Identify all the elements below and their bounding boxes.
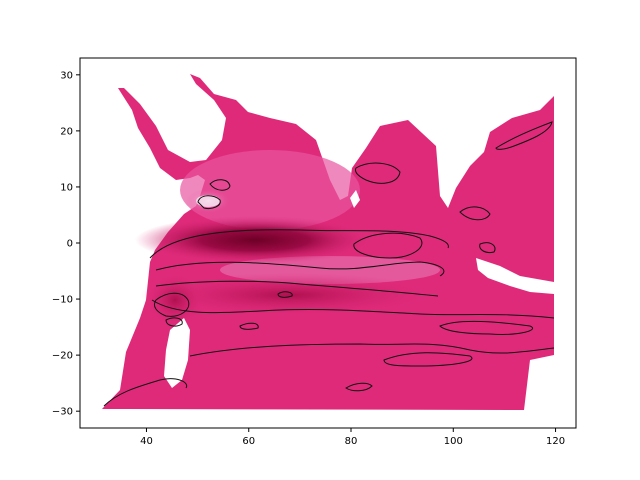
contour-east-1 <box>439 320 533 335</box>
contour-mid-small <box>277 291 293 298</box>
contour-south-4 <box>345 382 373 392</box>
contour-central-loop <box>353 232 423 259</box>
y-tick-label: 0 <box>67 239 73 250</box>
indonesia-land <box>476 258 554 294</box>
x-tick-label: 60 <box>242 436 255 447</box>
y-axis: −30 −20 −10 0 10 20 30 <box>52 70 80 418</box>
y-tick-label: −30 <box>52 407 73 418</box>
western-dark-shade <box>145 272 205 328</box>
contour-equatorial-north <box>149 229 449 259</box>
contour-south-1 <box>189 343 555 357</box>
contour-arabian-spot <box>197 195 221 209</box>
light-shade-north <box>180 150 360 230</box>
y-tick-label: 10 <box>60 182 73 193</box>
y-tick-label: −20 <box>52 351 73 362</box>
contour-south-2 <box>383 352 473 367</box>
madagascar-land <box>164 318 190 388</box>
contour-southern-band-lower <box>151 299 555 319</box>
y-tick-label: −10 <box>52 295 73 306</box>
contour-bay-of-bengal <box>355 162 401 184</box>
contour-south-3 <box>103 378 188 407</box>
x-tick-label: 80 <box>345 436 358 447</box>
contour-east-2 <box>459 206 491 221</box>
x-axis: 40 60 80 100 120 <box>140 428 565 447</box>
x-tick-label: 120 <box>546 436 565 447</box>
contour-southern-band-upper <box>155 280 439 297</box>
contour-west-small <box>165 317 183 327</box>
contour-lines <box>103 121 555 407</box>
contour-east-4 <box>479 242 496 253</box>
x-tick-label: 100 <box>444 436 463 447</box>
x-tick-label: 40 <box>140 436 153 447</box>
contour-mid-small-2 <box>239 322 259 330</box>
light-halo <box>186 189 230 213</box>
contour-east-3 <box>495 121 553 150</box>
equatorial-minimum-shade <box>135 216 375 264</box>
contour-equatorial-south <box>155 261 445 277</box>
southern-band-shade <box>140 273 440 317</box>
y-tick-label: 20 <box>60 126 73 137</box>
sri-lanka-land <box>350 190 360 208</box>
contour-west-loop <box>153 292 190 317</box>
y-tick-label: 30 <box>60 70 73 81</box>
contour-arabian-north <box>209 179 231 191</box>
heatmap-field <box>102 74 555 410</box>
